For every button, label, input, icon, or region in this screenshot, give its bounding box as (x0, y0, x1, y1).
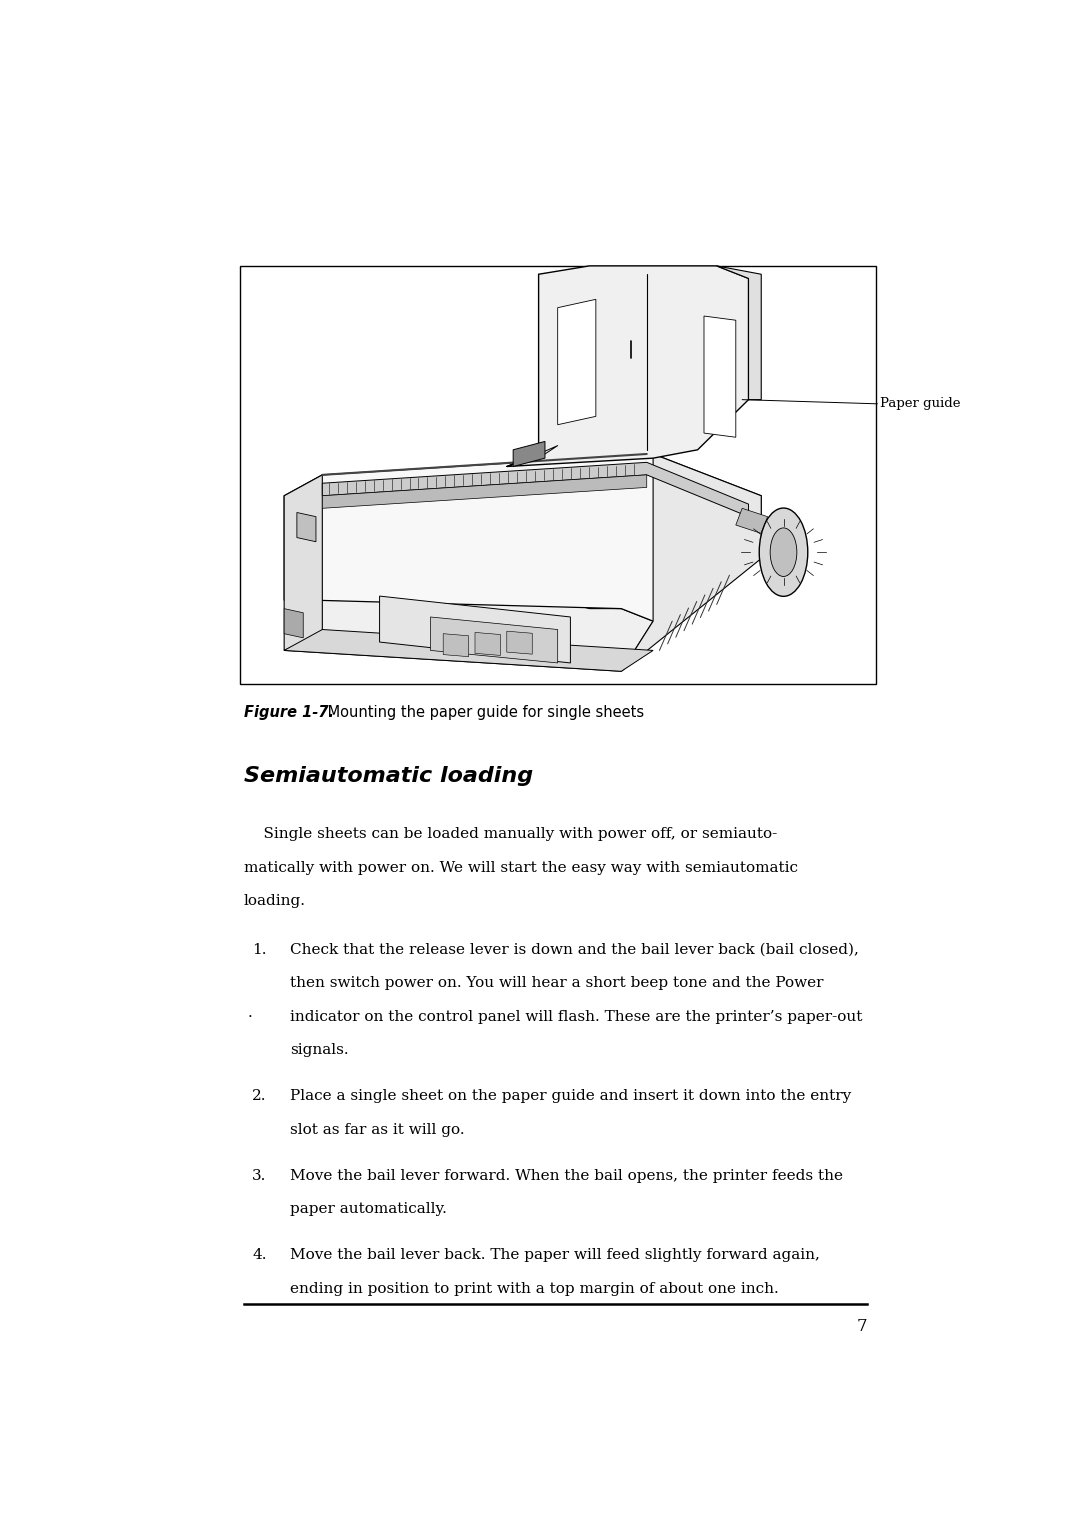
Text: paper automatically.: paper automatically. (289, 1202, 447, 1216)
Polygon shape (322, 462, 748, 517)
Text: 1.: 1. (253, 943, 267, 957)
Polygon shape (284, 601, 653, 671)
Ellipse shape (759, 508, 808, 596)
Text: slot as far as it will go.: slot as far as it will go. (289, 1122, 464, 1136)
Polygon shape (379, 596, 570, 664)
Polygon shape (297, 512, 316, 541)
Polygon shape (507, 266, 748, 466)
Text: Move the bail lever forward. When the bail opens, the printer feeds the: Move the bail lever forward. When the ba… (289, 1168, 842, 1183)
Polygon shape (284, 609, 303, 638)
Ellipse shape (770, 528, 797, 576)
Text: 2.: 2. (253, 1089, 267, 1104)
Text: ·: · (248, 1009, 253, 1024)
Text: Figure 1-7.: Figure 1-7. (244, 705, 334, 720)
Text: then switch power on. You will hear a short beep tone and the Power: then switch power on. You will hear a sh… (289, 977, 823, 991)
Polygon shape (513, 442, 545, 466)
Text: Semiautomatic loading: Semiautomatic loading (244, 766, 532, 786)
Text: 3.: 3. (253, 1168, 267, 1183)
Polygon shape (717, 266, 761, 399)
Polygon shape (621, 454, 761, 671)
Polygon shape (322, 476, 647, 508)
Polygon shape (443, 633, 469, 656)
Text: 7: 7 (856, 1318, 867, 1335)
Text: loading.: loading. (244, 894, 306, 908)
Polygon shape (704, 317, 735, 437)
Text: 4.: 4. (253, 1248, 267, 1261)
Polygon shape (475, 633, 500, 656)
Text: Move the bail lever back. The paper will feed slightly forward again,: Move the bail lever back. The paper will… (289, 1248, 820, 1261)
Polygon shape (284, 630, 653, 671)
Polygon shape (284, 476, 322, 650)
Text: indicator on the control panel will flash. These are the printer’s paper-out: indicator on the control panel will flas… (289, 1009, 862, 1024)
Polygon shape (557, 300, 596, 425)
Text: matically with power on. We will start the easy way with semiautomatic: matically with power on. We will start t… (244, 861, 798, 875)
Polygon shape (735, 508, 768, 534)
Polygon shape (431, 618, 557, 664)
Polygon shape (284, 454, 761, 621)
Polygon shape (507, 631, 532, 654)
Text: ending in position to print with a top margin of about one inch.: ending in position to print with a top m… (289, 1281, 779, 1295)
Text: Place a single sheet on the paper guide and insert it down into the entry: Place a single sheet on the paper guide … (289, 1089, 851, 1104)
Text: Single sheets can be loaded manually with power off, or semiauto-: Single sheets can be loaded manually wit… (244, 827, 778, 841)
Text: Paper guide: Paper guide (880, 398, 960, 410)
Text: Mounting the paper guide for single sheets: Mounting the paper guide for single shee… (323, 705, 645, 720)
Text: signals.: signals. (289, 1043, 349, 1057)
Text: Check that the release lever is down and the bail lever back (bail closed),: Check that the release lever is down and… (289, 943, 859, 957)
Bar (240, 266, 876, 683)
